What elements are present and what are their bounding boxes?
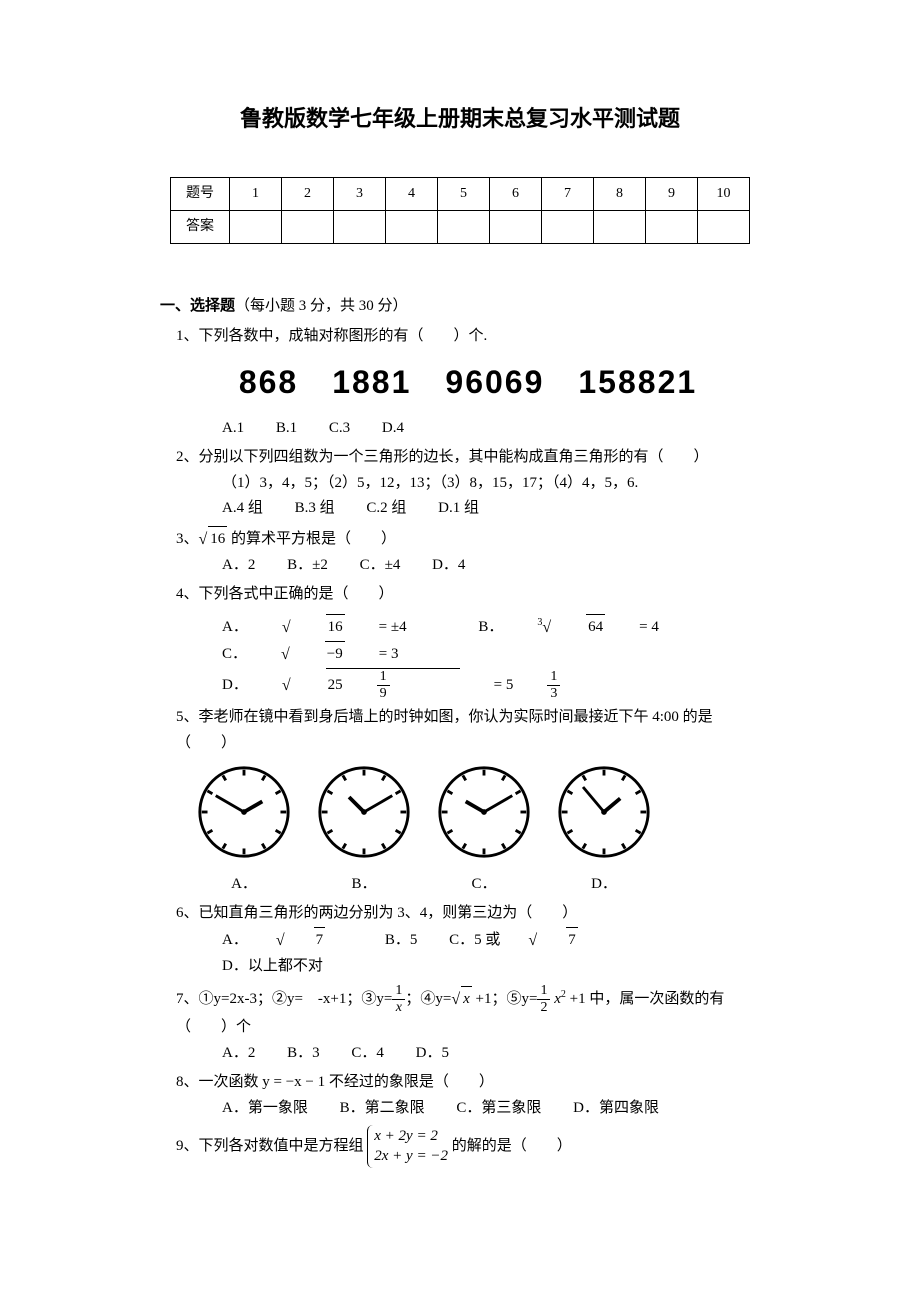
answer-cell: [542, 211, 594, 244]
q4-opt-c: C．√−9 = 3: [222, 641, 432, 668]
col-head: 5: [438, 178, 490, 211]
row-label: 题号: [171, 178, 230, 211]
col-head: 2: [282, 178, 334, 211]
q6-stem: 6、已知直角三角形的两边分别为 3、4，则第三边为（ ）: [176, 905, 577, 921]
q3-opt-a: A．2: [222, 553, 255, 579]
question-1: 1、下列各数中，成轴对称图形的有（ ）个. 868 1881 96069 158…: [176, 324, 760, 441]
q2-stem: 2、分别以下列四组数为一个三角形的边长，其中能构成直角三角形的有（ ）: [176, 449, 709, 465]
q8-opt-d: D．第四象限: [573, 1096, 659, 1122]
q9-pre: 9、下列各对数值中是方程组: [176, 1138, 364, 1154]
clock-b: B．: [316, 764, 412, 897]
col-head: 1: [230, 178, 282, 211]
q2-opt-c: C.2 组: [366, 496, 406, 522]
clock-d: D．: [556, 764, 652, 897]
question-8: 8、一次函数 y = −x − 1 不经过的象限是（ ） A．第一象限 B．第二…: [176, 1070, 760, 1121]
q3-opt-c: C．±4: [360, 553, 401, 579]
q3-post: 的算术平方根是（ ）: [227, 531, 396, 547]
clock-c: C．: [436, 764, 532, 897]
question-2: 2、分别以下列四组数为一个三角形的边长，其中能构成直角三角形的有（ ） （1）3…: [176, 445, 760, 522]
question-7: 7、①y=2x-3；②y= -x+1；③y=1x；④y=√x +1；⑤y=12 …: [176, 983, 760, 1066]
question-3: 3、√16 的算术平方根是（ ） A．2 B．±2 C．±4 D．4: [176, 526, 760, 579]
question-6: 6、已知直角三角形的两边分别为 3、4，则第三边为（ ） A．√7 B．5 C．…: [176, 901, 760, 979]
col-head: 6: [490, 178, 542, 211]
q1-opt-c: C.3: [329, 416, 350, 442]
q1-digits: 868 1881 96069 158821: [176, 355, 760, 409]
q7-opt-b: B．3: [287, 1041, 320, 1067]
section-title: 一、选择题: [160, 298, 235, 314]
q7-stem: 7、①y=2x-3；②y= -x+1；③y=1x；④y=√x +1；⑤y=12 …: [176, 991, 724, 1035]
q4-opt-d: D．√2519 = 513: [222, 668, 628, 701]
q6-opt-c: C．5 或 √7: [449, 927, 606, 954]
question-5: 5、李老师在镜中看到身后墙上的时钟如图，你认为实际时间最接近下午 4:00 的是…: [176, 705, 760, 897]
q7-opt-d: D．5: [416, 1041, 449, 1067]
q2-opt-d: D.1 组: [438, 496, 479, 522]
q1-opt-a: A.1: [222, 416, 244, 442]
question-9: 9、下列各对数值中是方程组 x + 2y = 2 2x + y = −2 的解的…: [176, 1125, 760, 1168]
col-head: 7: [542, 178, 594, 211]
q5-stem: 5、李老师在镜中看到身后墙上的时钟如图，你认为实际时间最接近下午 4:00 的是…: [176, 709, 713, 751]
q9-post: 的解的是（ ）: [452, 1138, 572, 1154]
q8-opt-a: A．第一象限: [222, 1096, 308, 1122]
q8-opt-b: B．第二象限: [340, 1096, 425, 1122]
answer-cell: [594, 211, 646, 244]
q1-stem: 1、下列各数中，成轴对称图形的有（ ）个.: [176, 328, 487, 344]
q3-rad: 16: [208, 526, 227, 553]
q1-opt-b: B.1: [276, 416, 297, 442]
q4-opt-a: A．√16 = ±4: [222, 614, 441, 641]
q4-stem: 4、下列各式中正确的是（ ）: [176, 586, 394, 602]
section-note: （每小题 3 分，共 30 分）: [235, 298, 408, 314]
q3-opt-d: D．4: [432, 553, 465, 579]
answer-table: 题号 1 2 3 4 5 6 7 8 9 10 答案: [170, 177, 750, 244]
clock-a: A．: [196, 764, 292, 897]
page-title: 鲁教版数学七年级上册期末总复习水平测试题: [160, 100, 760, 137]
q2-opt-b: B.3 组: [295, 496, 335, 522]
q4-opt-b: B．3√64 = 4: [478, 614, 693, 641]
q7-opt-c: C．4: [351, 1041, 384, 1067]
q3-pre: 3、: [176, 531, 199, 547]
q6-opt-d: D．以上都不对: [222, 954, 323, 980]
col-head: 10: [698, 178, 750, 211]
col-head: 3: [334, 178, 386, 211]
answer-cell: [438, 211, 490, 244]
answer-cell: [282, 211, 334, 244]
question-4: 4、下列各式中正确的是（ ） A．√16 = ±4 B．3√64 = 4 C．√…: [176, 582, 760, 701]
answer-cell: [230, 211, 282, 244]
answer-cell: [698, 211, 750, 244]
row-label: 答案: [171, 211, 230, 244]
answer-cell: [646, 211, 698, 244]
answer-cell: [386, 211, 438, 244]
col-head: 9: [646, 178, 698, 211]
q9-system: x + 2y = 2 2x + y = −2: [367, 1125, 448, 1168]
q8-stem: 8、一次函数 y = −x − 1 不经过的象限是（ ）: [176, 1074, 494, 1090]
q3-opt-b: B．±2: [287, 553, 328, 579]
col-head: 8: [594, 178, 646, 211]
answer-cell: [334, 211, 386, 244]
q8-opt-c: C．第三象限: [456, 1096, 541, 1122]
q6-opt-a: A．√7: [222, 927, 353, 954]
section-heading: 一、选择题（每小题 3 分，共 30 分）: [160, 294, 760, 320]
q2-sub: （1）3，4，5；（2）5，12，13；（3）8，15，17；（4）4，5，6.: [222, 471, 760, 497]
col-head: 4: [386, 178, 438, 211]
q7-opt-a: A．2: [222, 1041, 255, 1067]
q5-clocks: A． B． C． D．: [196, 764, 760, 897]
q2-opt-a: A.4 组: [222, 496, 263, 522]
q1-opt-d: D.4: [382, 416, 404, 442]
answer-cell: [490, 211, 542, 244]
q6-opt-b: B．5: [385, 928, 418, 954]
